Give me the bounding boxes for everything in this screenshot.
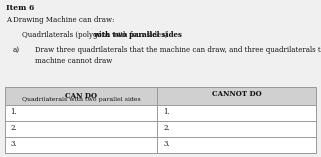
- Text: Quadrilaterals with two parallel sides: Quadrilaterals with two parallel sides: [22, 97, 140, 102]
- Text: 3.: 3.: [11, 140, 17, 148]
- Text: A Drawing Machine can draw:: A Drawing Machine can draw:: [6, 16, 115, 24]
- Text: CANNOT DO: CANNOT DO: [212, 90, 262, 98]
- Bar: [5, 87, 316, 105]
- Bar: [5, 87, 316, 153]
- Bar: [5, 105, 316, 153]
- Text: 1.: 1.: [11, 108, 17, 116]
- Text: 3.: 3.: [163, 140, 170, 148]
- Text: 1.: 1.: [163, 108, 170, 116]
- Text: machine cannot draw: machine cannot draw: [35, 57, 113, 65]
- Text: 2.: 2.: [163, 124, 170, 132]
- Text: Item 6: Item 6: [6, 4, 35, 12]
- Text: CAN DO: CAN DO: [65, 92, 97, 100]
- Text: 2.: 2.: [11, 124, 17, 132]
- Text: Draw three quadrilaterals that the machine can draw, and three quadrilaterals th: Draw three quadrilaterals that the machi…: [35, 46, 321, 54]
- Text: a): a): [13, 46, 20, 54]
- Text: with two parallel sides: with two parallel sides: [92, 31, 181, 39]
- Text: Quadrilaterals (polygons with four sides): Quadrilaterals (polygons with four sides…: [22, 31, 170, 39]
